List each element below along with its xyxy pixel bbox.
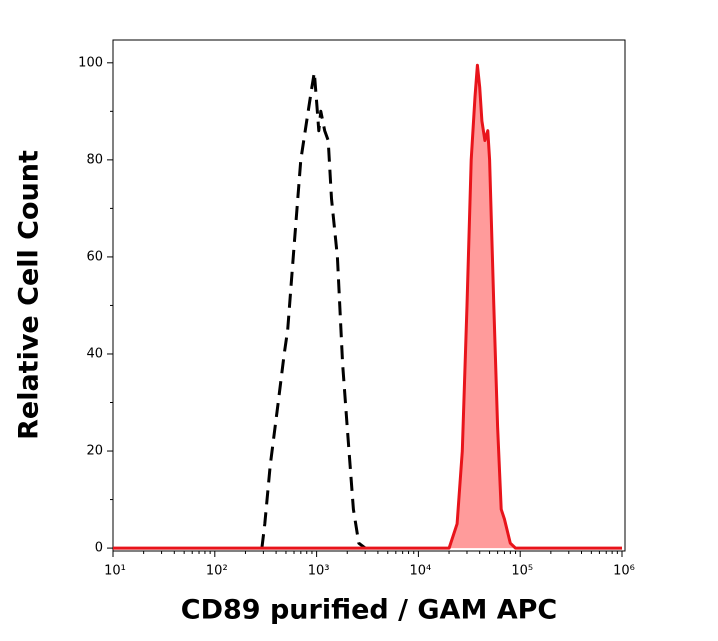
y-tick-label: 60 (86, 249, 103, 264)
y-axis-title: Relative Cell Count (14, 150, 45, 440)
y-tick-label: 100 (78, 55, 103, 70)
x-tick-label: 10⁶ (613, 564, 635, 579)
area (113, 65, 622, 549)
x-tick-label: 10⁴ (410, 564, 432, 579)
plot-frame (112, 39, 626, 552)
y-tick-label: 0 (95, 541, 103, 556)
y-tick-label: 80 (86, 152, 103, 167)
x-tick-label: 10³ (308, 564, 330, 579)
x-tick-label: 10¹ (104, 564, 126, 579)
y-tick-label: 40 (86, 346, 103, 361)
x-axis-title: CD89 purified / GAM APC (181, 595, 557, 626)
line (113, 63, 622, 550)
line (260, 71, 367, 550)
x-tick-label: 10⁵ (511, 564, 533, 579)
x-tick-label: 10² (206, 564, 228, 579)
y-tick-label: 20 (86, 444, 103, 459)
